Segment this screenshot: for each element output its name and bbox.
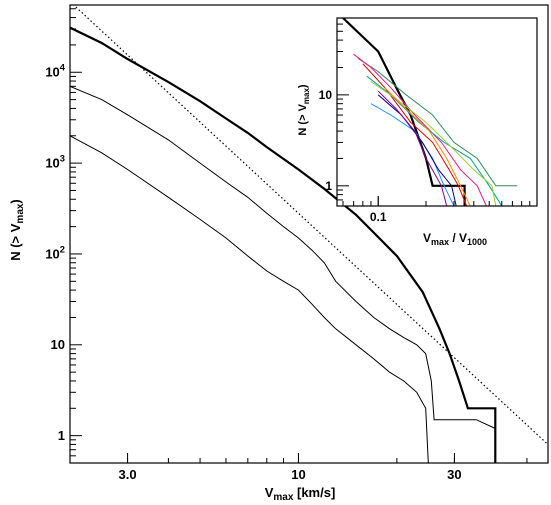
main-y-tick-label: 1 (58, 428, 65, 443)
inset-series-10-thin-line (377, 90, 448, 206)
inset-series-9-thin-line (384, 87, 471, 206)
inset-axis-ticks: 0.1 1 10 (319, 23, 531, 224)
inset-background (337, 18, 537, 206)
inset-plot-frame (336, 17, 538, 207)
inset-y-tick-label: 10 (319, 88, 333, 102)
inset-y-tick-label: 1 (325, 179, 332, 193)
main-y-tick-label: 104 (45, 63, 65, 80)
inset-series-7-thin-line (377, 94, 457, 206)
main-series-1-thick-line (70, 26, 497, 463)
inset-series-group (342, 18, 518, 206)
main-y-tick-label: 102 (45, 244, 65, 261)
main-x-tick-label: 30 (447, 467, 461, 482)
main-y-tick-label: 10 (51, 337, 65, 352)
main-series-3-thin-line (70, 135, 429, 463)
main-y-tick-label: 103 (45, 154, 65, 171)
main-series-group (70, 5, 548, 463)
inset-x-tick-label: 0.1 (370, 210, 387, 224)
inset-ylabel: N (> Vmax) (297, 84, 311, 136)
inset-series-3-thin-line (353, 53, 487, 206)
main-plot-frame (69, 4, 549, 464)
inset-xlabel: Vmax / V1000 (423, 231, 487, 247)
main-series-4-dotted-line (72, 5, 548, 445)
main-ylabel: N (> Vmax) (8, 199, 26, 261)
main-axis-ticks: 3.0 10 30 1 10 102 103 104 (45, 8, 528, 482)
main-panel: 3.0 10 30 1 10 102 103 104 Vmax [km/s] N (> Vma… (8, 4, 549, 503)
main-xlabel: Vmax [km/s] (265, 485, 336, 503)
main-series-2-thin-line (70, 85, 496, 463)
main-x-tick-label: 3.0 (119, 467, 137, 482)
inset-series-2-thin-line (358, 58, 518, 187)
main-x-tick-label: 10 (291, 467, 305, 482)
inset-panel: 0.1 1 10 Vmax / V1000 N (> Vmax) (297, 17, 538, 247)
